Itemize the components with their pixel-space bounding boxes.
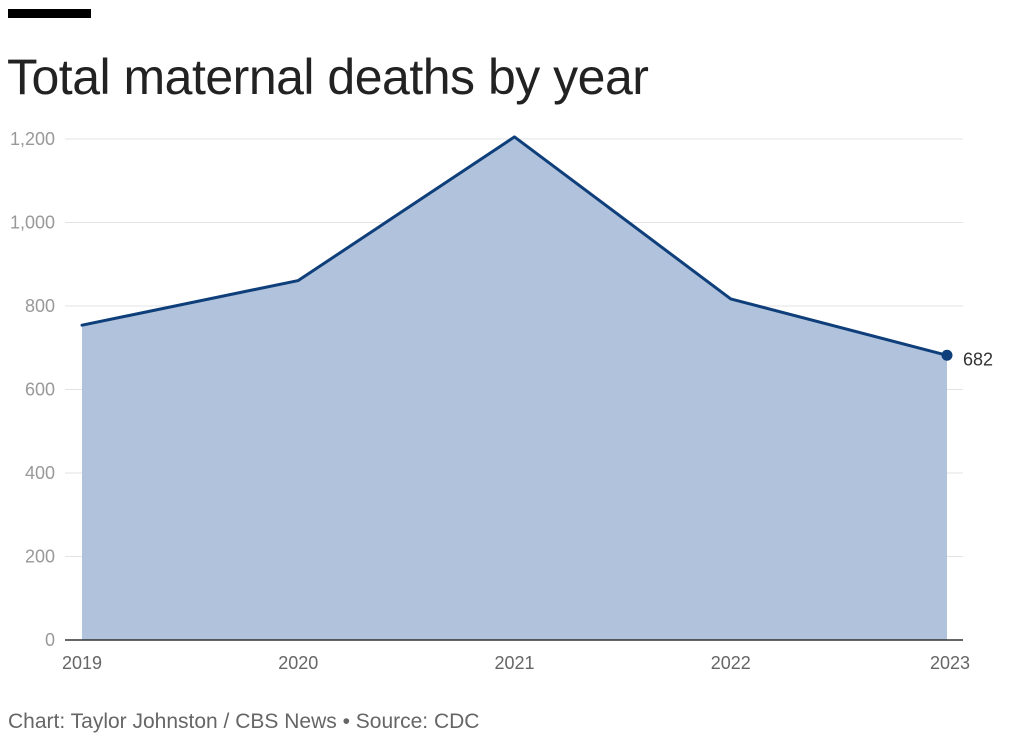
- y-tick-label: 600: [25, 380, 55, 400]
- series-line: [80, 135, 949, 357]
- x-tick-label: 2023: [930, 653, 970, 673]
- y-tick-label: 1,000: [10, 213, 55, 233]
- area-fill: [82, 136, 947, 640]
- brand-bar: [8, 9, 91, 18]
- chart-credit: Chart: Taylor Johnston / CBS News • Sour…: [8, 710, 480, 733]
- y-tick-label: 400: [25, 463, 55, 483]
- area-chart: 0 200 400 600 800 1,000 1,200 2019 2020 2021 2022 2…: [10, 129, 993, 673]
- x-tick-label: 2019: [62, 653, 102, 673]
- y-tick-label: 1,200: [10, 129, 55, 149]
- area-layer: [80, 135, 949, 640]
- y-tick-label: 800: [25, 296, 55, 316]
- x-tick-label: 2020: [278, 653, 318, 673]
- x-tick-label: 2021: [494, 653, 534, 673]
- y-tick-label: 200: [25, 547, 55, 567]
- y-tick-label: 0: [45, 630, 55, 650]
- data-label: 682: [963, 349, 993, 369]
- x-tick-label: 2022: [711, 653, 751, 673]
- end-marker: [941, 349, 953, 361]
- chart-title: Total maternal deaths by year: [7, 49, 649, 105]
- labels: 0 200 400 600 800 1,000 1,200 2019 2020 2021 2022 2…: [10, 129, 993, 673]
